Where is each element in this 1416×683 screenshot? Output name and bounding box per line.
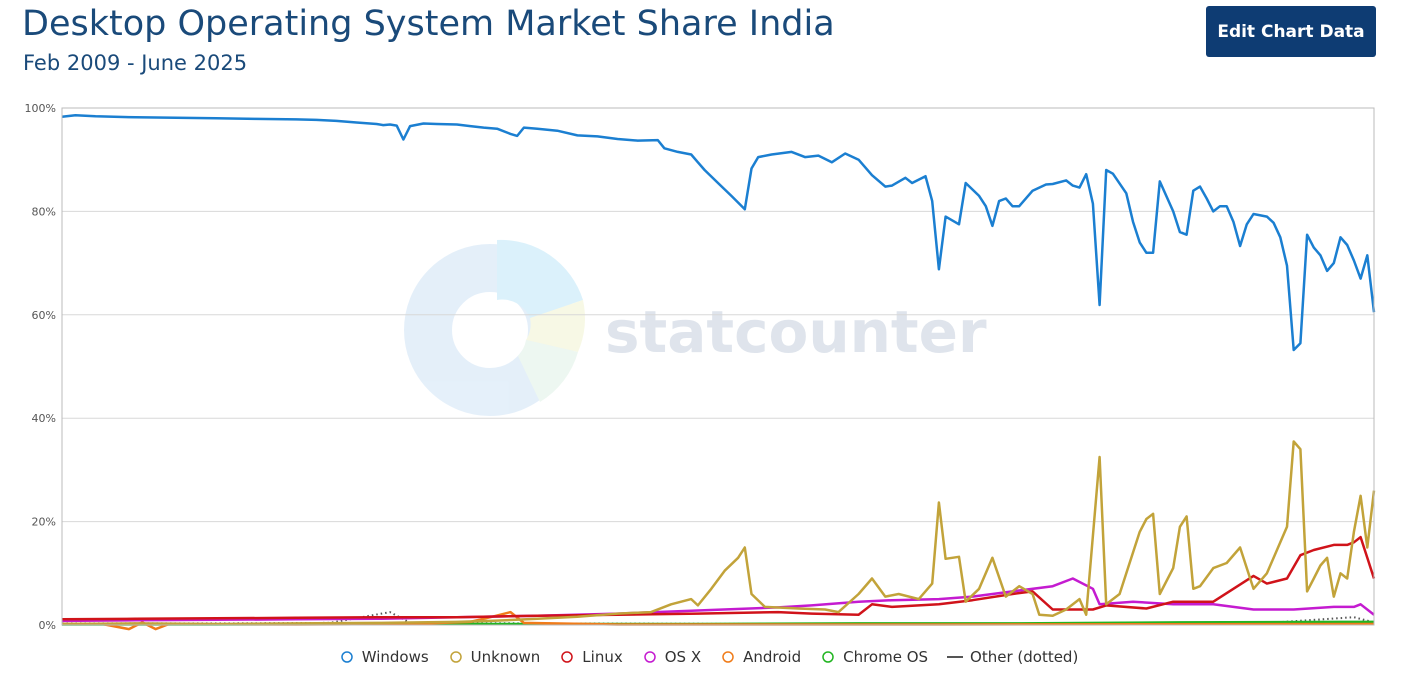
legend-item-unknown[interactable]: Unknown [447,648,541,666]
legend-label: Android [743,648,802,666]
legend-circle-icon [447,651,465,663]
legend-circle-icon [819,651,837,663]
legend-circle-icon [719,651,737,663]
legend-circle-icon [641,651,659,663]
series-lines [61,113,1376,631]
legend-item-other-dotted[interactable]: Other (dotted) [946,648,1078,666]
legend-label: OS X [664,648,702,666]
y-tick-label: 100% [25,102,56,115]
legend-item-windows[interactable]: Windows [338,648,429,666]
series-line-linux[interactable] [61,535,1376,621]
legend-circle-icon [338,651,356,663]
y-tick-label: 0% [39,619,56,632]
page-title: Desktop Operating System Market Share In… [22,4,835,44]
legend-label: Other (dotted) [970,648,1079,666]
legend-item-chrome-os[interactable]: Chrome OS [819,648,928,666]
plot-frame [61,107,1375,626]
y-tick-label: 80% [32,205,56,218]
y-axis-ticks: 0% 20% 40% 60% 80% 100% [25,102,56,632]
y-tick-label: 40% [32,412,56,425]
watermark-segment-light [497,239,583,318]
legend-label: Unknown [470,648,541,666]
legend-label: Chrome OS [843,648,929,666]
series-line-windows[interactable] [61,113,1376,352]
legend-circle-icon [558,651,576,663]
watermark-segment-green [518,340,578,402]
series-line-os-x[interactable] [61,577,1375,623]
legend: Windows Unknown Linux OS X Android Chrome OS O… [0,645,1416,669]
watermark-text: statcounter [605,298,987,366]
legend-item-android[interactable]: Android [719,648,801,666]
legend-line-icon [946,651,964,663]
watermark-segment-yellow [526,300,585,352]
legend-item-os-x[interactable]: OS X [641,648,701,666]
legend-label: Windows [361,648,429,666]
statcounter-watermark: statcounter [404,239,987,416]
legend-item-linux[interactable]: Linux [558,648,623,666]
series-line-unknown[interactable] [61,440,1376,626]
series-line-android[interactable] [62,610,1375,631]
y-tick-label: 20% [32,516,56,529]
date-range-subtitle: Feb 2009 - June 2025 [23,51,248,75]
y-tick-label: 60% [32,309,56,322]
edit-chart-data-button[interactable]: Edit Chart Data [1206,6,1376,57]
chart-area: statcounter 0% 20% 40% 60% 80% 100% [25,102,1376,632]
legend-label: Linux [582,648,623,666]
